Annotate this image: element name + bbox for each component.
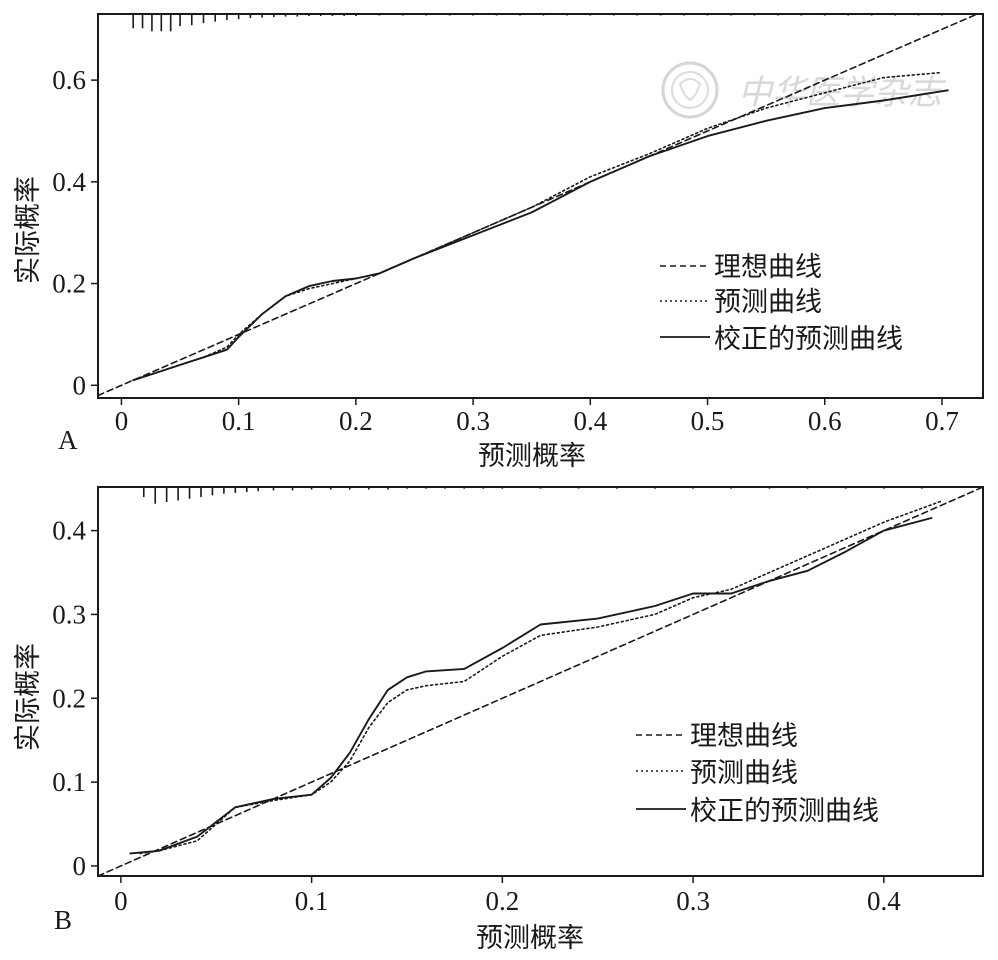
y-axis-title: 实际概率 bbox=[13, 176, 44, 284]
y-tick-label: 0 bbox=[73, 370, 87, 400]
x-axis-title: 预测概率 bbox=[478, 441, 586, 472]
legend-label-predicted: 预测曲线 bbox=[690, 758, 798, 789]
predicted-curve bbox=[139, 500, 942, 855]
x-tick-label: 0.2 bbox=[485, 886, 519, 916]
calibrated-curve bbox=[129, 517, 933, 855]
ideal-curve bbox=[98, 487, 983, 876]
x-tick-label: 0.6 bbox=[808, 406, 842, 436]
x-tick-label: 0.4 bbox=[573, 406, 607, 436]
legend-label-calibrated: 校正的预测曲线 bbox=[714, 324, 903, 355]
rug-group bbox=[132, 14, 943, 32]
legend-label-predicted: 预测曲线 bbox=[714, 287, 822, 318]
panel-label: A bbox=[58, 425, 78, 455]
x-tick-label: 0.2 bbox=[339, 406, 373, 436]
x-tick-label: 0.1 bbox=[222, 406, 256, 436]
y-tick-group: 0 0.1 0.2 0.3 0.4 bbox=[52, 516, 98, 881]
y-tick-label: 0.1 bbox=[52, 767, 86, 797]
legend-label-calibrated: 校正的预测曲线 bbox=[690, 796, 879, 827]
watermark-text: 中华医学杂志 bbox=[738, 73, 947, 113]
x-tick-label: 0.5 bbox=[691, 406, 725, 436]
y-tick-group: 0 0.2 0.4 0.6 bbox=[52, 65, 98, 400]
x-tick-label: 0.4 bbox=[867, 886, 901, 916]
x-tick-group: 0 0.1 0.2 0.3 0.4 0.5 0.6 0.7 bbox=[115, 398, 959, 436]
y-tick-label: 0.4 bbox=[52, 516, 86, 546]
x-tick-label: 0.7 bbox=[925, 406, 959, 436]
x-tick-label: 0.3 bbox=[456, 406, 490, 436]
plot-frame bbox=[97, 13, 984, 399]
x-tick-group: 0 0.1 0.2 0.3 0.4 bbox=[114, 876, 901, 916]
y-tick-label: 0.3 bbox=[52, 599, 86, 629]
y-tick-label: 0.2 bbox=[52, 683, 86, 713]
legend: 理想曲线 预测曲线 校正的预测曲线 bbox=[660, 252, 903, 355]
x-tick-label: 0.1 bbox=[295, 886, 329, 916]
y-tick-label: 0.2 bbox=[52, 269, 86, 299]
seal-logo-icon bbox=[661, 61, 719, 119]
y-tick-label: 0 bbox=[73, 851, 87, 881]
rug-group bbox=[142, 487, 923, 504]
x-axis-title: 预测概率 bbox=[476, 923, 584, 954]
panel-label: B bbox=[54, 905, 72, 935]
legend: 理想曲线 预测曲线 校正的预测曲线 bbox=[636, 721, 879, 827]
panel-b: 0 0.1 0.2 0.3 0.4 0 0.1 0.2 0.3 0.4 理想曲线 预测曲线 校正… bbox=[13, 486, 984, 954]
x-tick-label: 0.3 bbox=[676, 886, 710, 916]
legend-label-ideal: 理想曲线 bbox=[714, 252, 822, 283]
legend-label-ideal: 理想曲线 bbox=[690, 721, 798, 752]
panel-a: 0 0.1 0.2 0.3 0.4 0.5 0.6 0.7 0 0.2 0.4 0.6 理想曲线 预… bbox=[13, 13, 984, 472]
x-tick-label: 0 bbox=[115, 406, 129, 436]
y-axis-title: 实际概率 bbox=[13, 643, 44, 751]
watermark: 中华医学杂志 bbox=[661, 61, 947, 119]
series-group bbox=[98, 14, 980, 397]
x-tick-label: 0 bbox=[114, 886, 128, 916]
calibrated-curve bbox=[132, 89, 949, 382]
y-tick-label: 0.6 bbox=[52, 65, 86, 95]
y-tick-label: 0.4 bbox=[52, 167, 86, 197]
series-group bbox=[98, 487, 983, 876]
